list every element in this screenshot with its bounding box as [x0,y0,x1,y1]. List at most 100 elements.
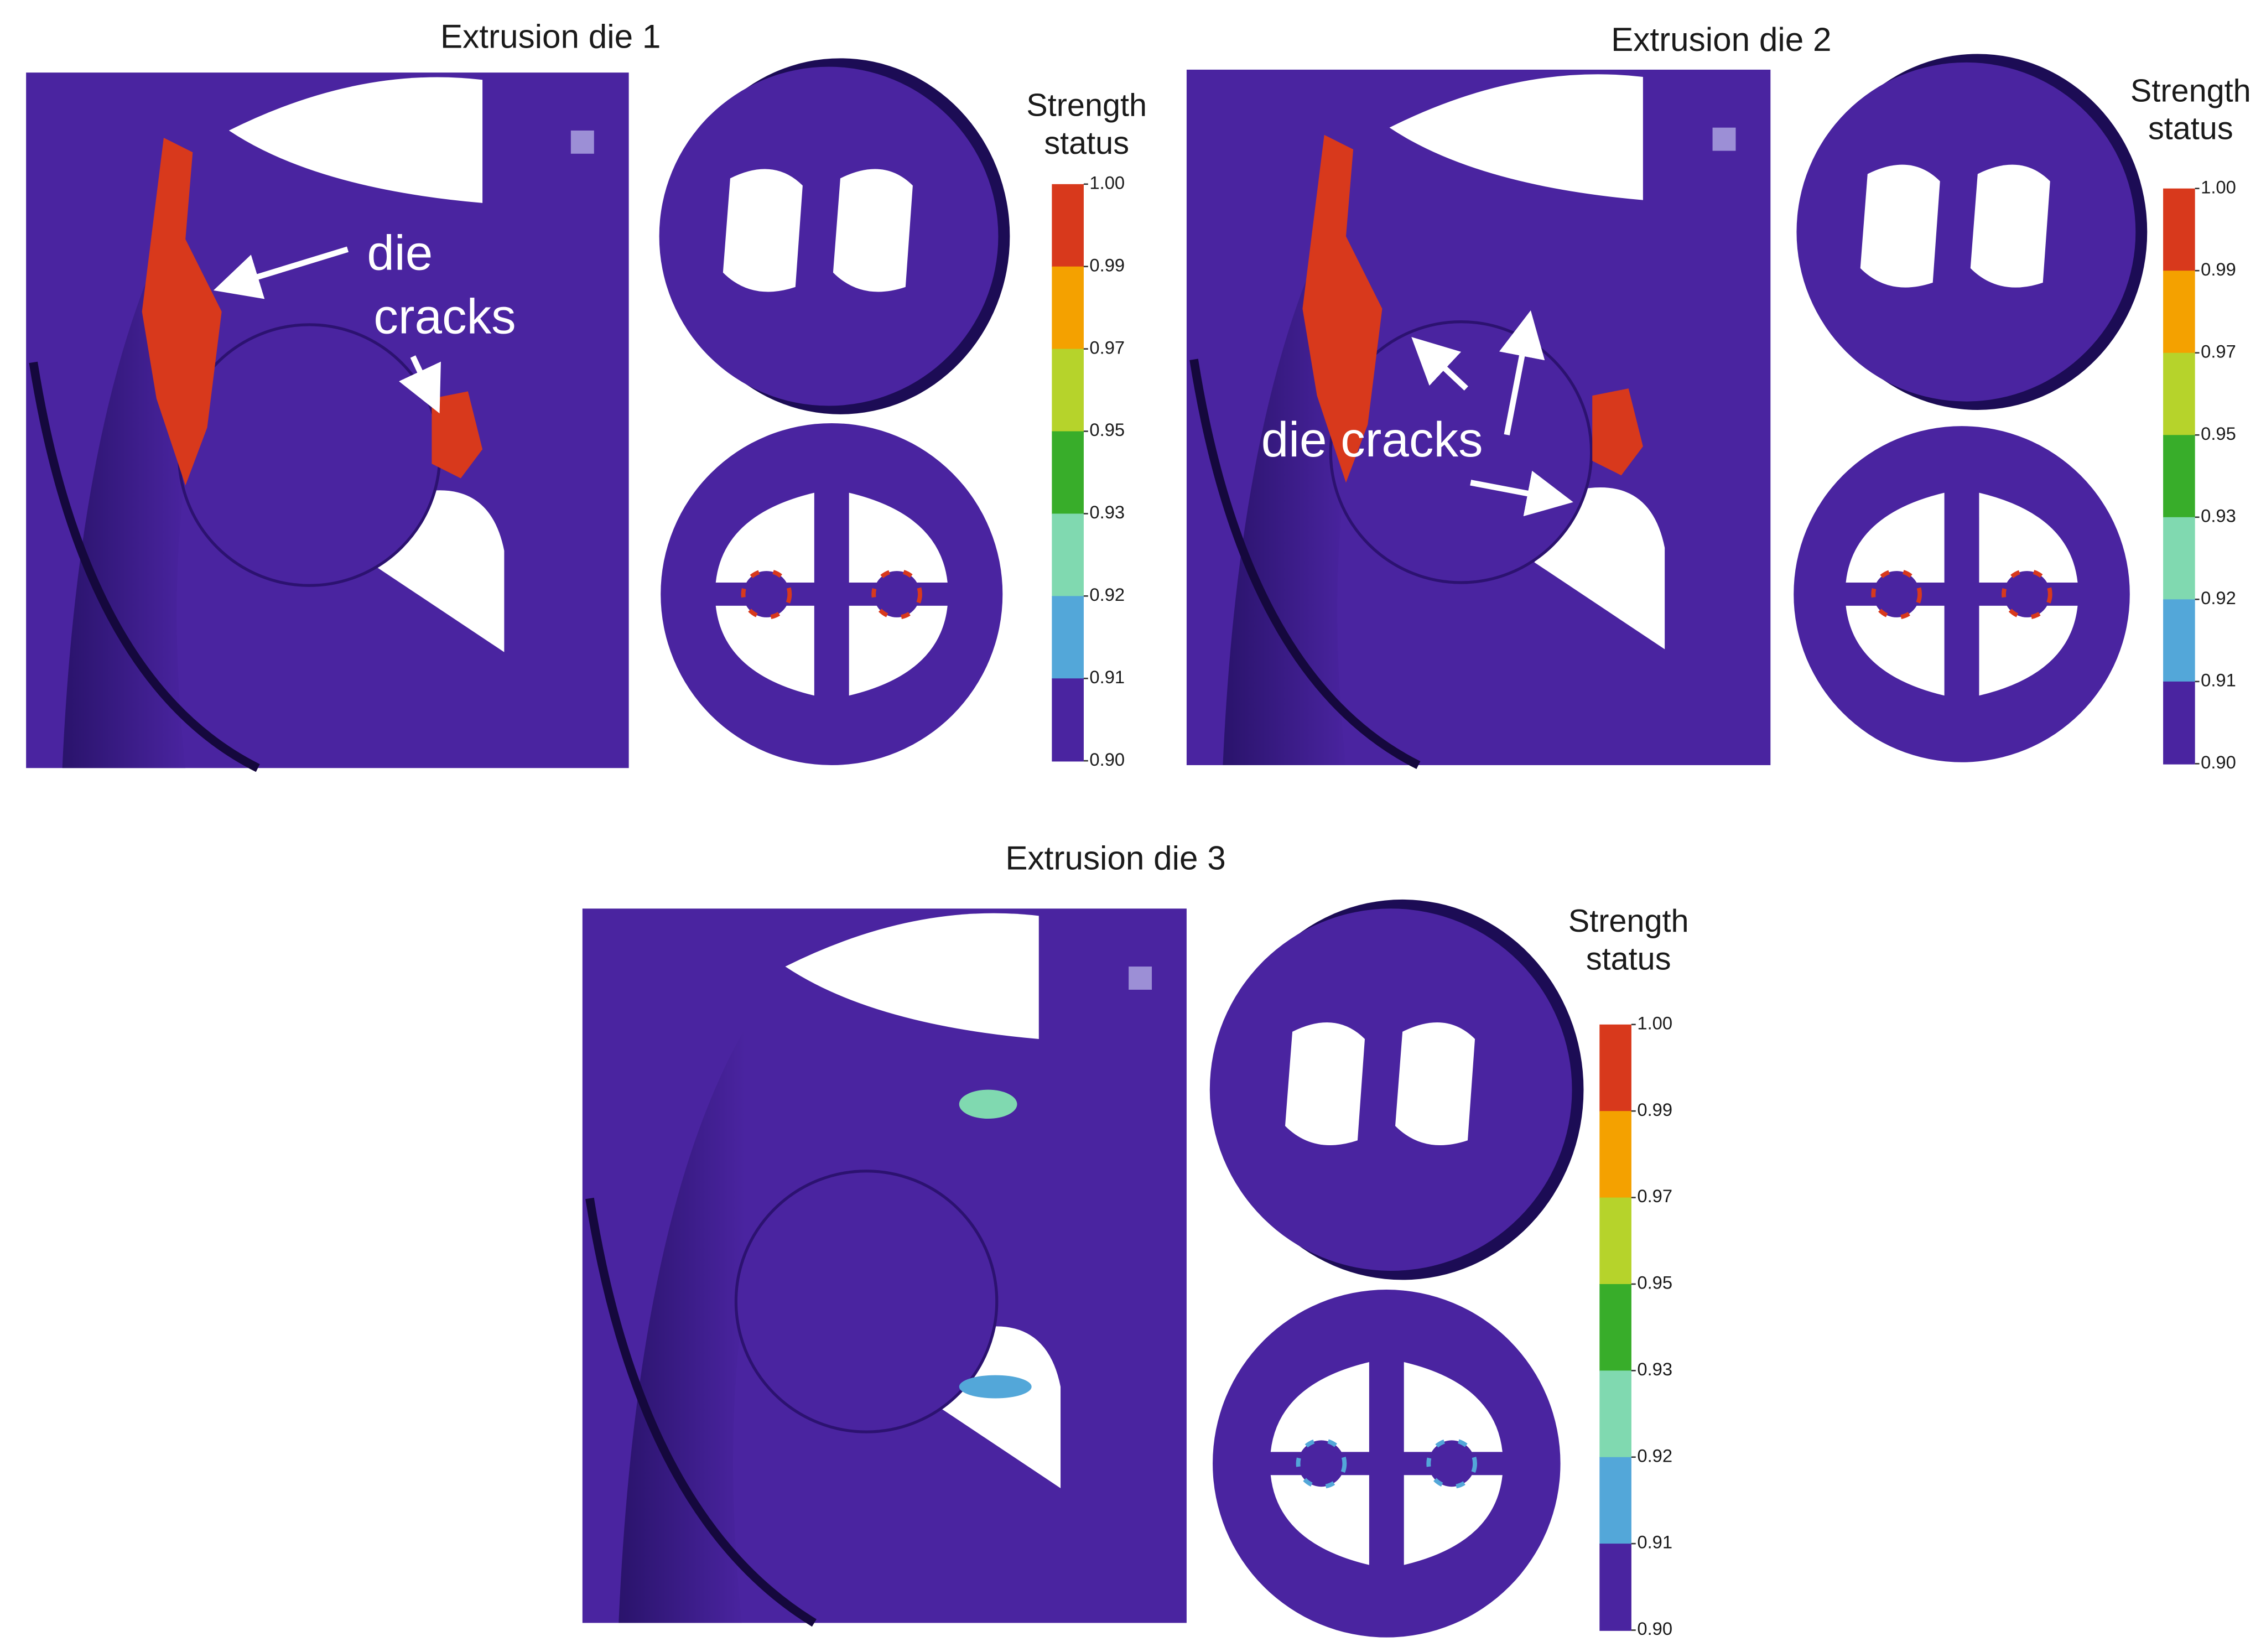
annotation: die cracks [1261,412,1483,467]
mandrel [1329,320,1593,584]
colorbar-segment [1599,1457,1631,1545]
colorbar-tick-label: 0.99 [1089,254,1125,275]
colorbar-segment [1052,513,1084,597]
stress-region [959,1375,1032,1399]
die-port [1270,1475,1369,1565]
colorbar-segment [1599,1197,1631,1285]
die-port [1285,1022,1365,1146]
colorbar-tick-label: 0.99 [1637,1099,1672,1120]
annotation: die [367,225,433,280]
colorbar-segment [1599,1024,1631,1112]
die-face [1794,426,2130,762]
mandrel-ring [1296,1438,1347,1489]
die-edge [29,361,260,772]
colorbar-segment [2163,435,2195,518]
colorbar-tick-label: 0.91 [2201,669,2236,690]
crack-region [1592,388,1643,476]
die-opening [228,77,483,203]
colorbar-tick-label: 0.92 [2201,588,2236,608]
colorbar-tick-label: 1.00 [1637,1012,1672,1033]
die-face [1796,62,2136,402]
arrow [1411,337,1468,391]
die-edge [1189,359,1421,770]
legend-title: Strength [1568,903,1689,939]
mandrel [177,323,441,587]
colorbar-segment [2163,599,2195,683]
arrow [1470,470,1573,517]
colorbar-segment [1599,1111,1631,1198]
die-port [1970,164,2050,288]
die-port [715,605,814,696]
colorbar-tick-label: 0.93 [2201,505,2236,526]
die-port [1860,164,1940,288]
colorbar-segment [1052,349,1084,432]
colorbar-tick-label: 0.93 [1089,502,1125,522]
legend-title: status [2148,111,2233,147]
die-port [849,605,948,696]
colorbar-tick-label: 0.97 [1089,337,1125,357]
colorbar-tick-label: 0.95 [1089,419,1125,440]
legend-title: Strength [2130,74,2251,109]
arrow [1499,310,1545,435]
die-port [723,169,803,292]
colorbar-tick-label: 0.95 [1637,1272,1672,1293]
colorbar-tick-label: 0.97 [2201,341,2236,361]
mandrel [734,1170,999,1433]
die-face [1209,908,1572,1271]
mandrel-ring [1426,1438,1477,1489]
die-port [1979,605,2078,696]
die-edge [585,1197,817,1627]
mandrel-ring [871,569,922,620]
colorbar-segment [1052,596,1084,679]
colorbar-tick-label: 1.00 [2201,176,2236,197]
colorbar-tick-label: 0.91 [1089,667,1125,687]
crack-region [142,138,222,486]
die-port [1846,492,1945,583]
view-cube [570,130,594,154]
legend-title: Strength [1026,88,1147,123]
die-face [1213,1290,1561,1638]
colorbar-tick-label: 0.90 [2201,752,2236,772]
arrow [213,246,349,299]
colorbar-segment [1052,431,1084,515]
die-port [1395,1022,1475,1146]
legend-title: status [1044,126,1129,161]
colorbar-segment [2163,517,2195,600]
colorbar-tick-label: 0.92 [1637,1445,1672,1466]
die-port [1979,492,2078,583]
die-opening [1389,74,1643,200]
mandrel-ring [2002,569,2052,620]
colorbar-tick-label: 0.95 [2201,423,2236,444]
die-port [715,492,814,583]
panel-title: Extrusion die 3 [1005,839,1225,877]
die-face [659,66,999,406]
colorbar-segment [1052,184,1084,268]
colorbar-tick-label: 0.90 [1089,749,1125,770]
mandrel-ring [1871,569,1922,620]
colorbar-segment [2163,271,2195,354]
view-cube [1712,127,1736,151]
colorbar-segment [2163,352,2195,436]
colorbar-tick-label: 0.90 [1637,1618,1672,1639]
legend-title: status [1586,941,1671,976]
crack-region [432,391,483,479]
die-port [849,492,948,583]
colorbar-segment [1599,1544,1631,1631]
die-port [1404,1362,1503,1452]
colorbar-tick-label: 0.97 [1637,1186,1672,1206]
colorbar-segment [2163,188,2195,272]
colorbar-segment [1599,1370,1631,1458]
die-port [1404,1475,1503,1565]
die-port [1270,1362,1369,1452]
die-port [1846,605,1945,696]
mandrel-ring [741,569,792,620]
view-cube [1129,967,1152,990]
colorbar-tick-label: 0.93 [1637,1359,1672,1379]
crack-region [1302,134,1383,483]
panel-title: Extrusion die 1 [440,18,661,55]
die-port [833,169,913,292]
